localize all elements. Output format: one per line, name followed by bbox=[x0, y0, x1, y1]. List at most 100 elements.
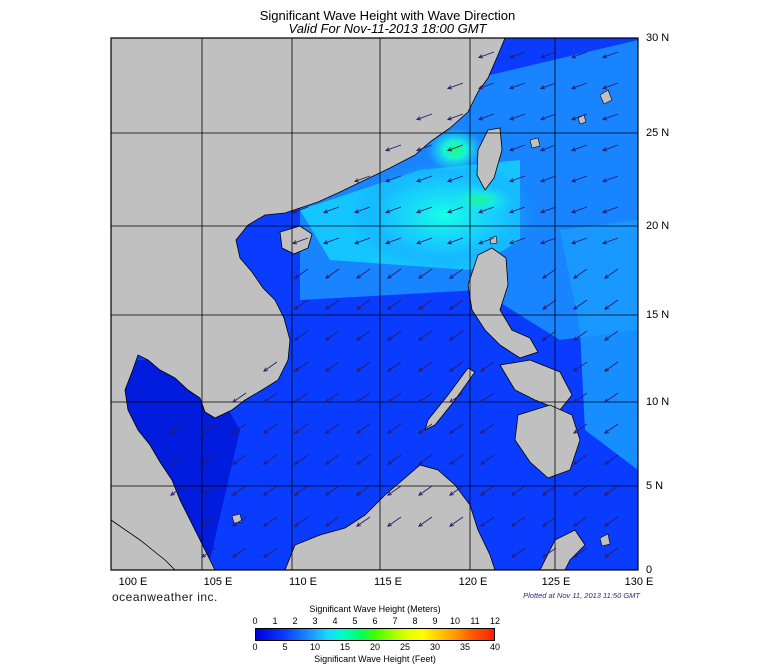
wave-arrow bbox=[263, 392, 278, 403]
wave-arrow-head bbox=[539, 178, 545, 183]
wave-arrow-head bbox=[573, 367, 578, 372]
wave-arrow bbox=[385, 237, 402, 244]
wave-arrow-head bbox=[604, 305, 609, 310]
wave-arrow bbox=[263, 516, 278, 527]
wave-arrow-head bbox=[573, 491, 578, 496]
colorbar-tick: 4 bbox=[332, 616, 338, 626]
lon-label-110e: 110 E bbox=[289, 576, 317, 588]
land-mainland-asia bbox=[111, 38, 506, 570]
wave-arrow bbox=[449, 330, 464, 341]
wave-arrow-head bbox=[604, 491, 609, 496]
wave-arrow-head bbox=[356, 398, 361, 403]
wave-arrow bbox=[292, 206, 309, 213]
wave-arrow bbox=[201, 547, 216, 558]
wave-arrow-head bbox=[477, 240, 483, 245]
colorbar-tick: 20 bbox=[369, 642, 380, 652]
wave-arrow bbox=[232, 485, 247, 496]
wave-arrow-head bbox=[356, 429, 361, 434]
colorbar-tick: 0 bbox=[252, 616, 258, 626]
wave-arrow bbox=[356, 423, 371, 434]
wave-arrow-head bbox=[170, 429, 175, 434]
wave-arrow-head bbox=[415, 178, 421, 183]
wave-arrow-head bbox=[601, 209, 607, 214]
land-palawan bbox=[424, 367, 476, 431]
map-subtitle: Valid For Nov-11-2013 18:00 GMT bbox=[288, 21, 487, 36]
wave-arrow bbox=[449, 516, 464, 527]
wave-arrow-head bbox=[294, 305, 299, 310]
colorbar-tick: 6 bbox=[372, 616, 378, 626]
colorbar-tick: 7 bbox=[392, 616, 398, 626]
wave-arrow bbox=[478, 206, 495, 213]
wave-arrow bbox=[480, 485, 495, 496]
wave-arrow-head bbox=[232, 429, 237, 434]
wave-arrow bbox=[418, 330, 433, 341]
wave-arrow-head bbox=[539, 54, 545, 59]
wave-arrow bbox=[604, 547, 619, 558]
wave-arrow bbox=[571, 144, 588, 151]
wave-arrow-head bbox=[322, 240, 328, 245]
wave-arrow bbox=[480, 423, 495, 434]
wave-arrow-head bbox=[604, 553, 609, 558]
land-borneo bbox=[284, 464, 496, 570]
wave-direction-arrows bbox=[170, 51, 619, 558]
lon-label-125e: 125 E bbox=[541, 576, 571, 588]
wave-arrow bbox=[232, 392, 247, 403]
wave-arrow-head bbox=[387, 398, 392, 403]
wave-arrow bbox=[356, 485, 371, 496]
wave-arrow bbox=[418, 268, 433, 279]
wave-arrow-head bbox=[446, 147, 452, 152]
land-visayas bbox=[499, 359, 573, 411]
wave-arrow-head bbox=[294, 367, 299, 372]
wave-arrow-head bbox=[418, 460, 423, 465]
wave-arrow-head bbox=[294, 274, 299, 279]
colorbar-tick: 1 bbox=[272, 616, 278, 626]
lat-label-5n: 5 N bbox=[646, 480, 664, 492]
wave-arrow-head bbox=[322, 209, 328, 214]
wave-arrow bbox=[354, 206, 371, 213]
wave-arrow-head bbox=[573, 336, 578, 341]
wave-arrow bbox=[325, 268, 340, 279]
wave-arrow bbox=[385, 175, 402, 182]
wave-arrow-head bbox=[570, 209, 576, 214]
colorbar-tick: 5 bbox=[282, 642, 288, 652]
wave-arrow-head bbox=[325, 398, 330, 403]
wave-arrow bbox=[573, 392, 588, 403]
colorbar-tick: 9 bbox=[432, 616, 438, 626]
wave-arrow bbox=[571, 175, 588, 182]
wave-arrow-head bbox=[508, 54, 514, 59]
wave-arrow-head bbox=[325, 367, 330, 372]
wave-arrow bbox=[480, 454, 495, 465]
wave-arrow bbox=[232, 423, 247, 434]
wave-arrow bbox=[540, 237, 557, 244]
wave-arrow-head bbox=[356, 305, 361, 310]
wave-arrow bbox=[542, 547, 557, 558]
wave-arrow-head bbox=[291, 240, 297, 245]
lon-label-130e: 130 E bbox=[624, 576, 654, 588]
wave-arrow-head bbox=[508, 147, 514, 152]
wave-arrow-head bbox=[353, 178, 359, 183]
wave-arrow-head bbox=[263, 553, 268, 558]
wave-arrow bbox=[542, 516, 557, 527]
wave-arrow bbox=[604, 454, 619, 465]
wave-arrow bbox=[604, 299, 619, 310]
wave-arrow bbox=[356, 330, 371, 341]
land-islands-small bbox=[231, 235, 611, 547]
wave-arrow-head bbox=[418, 429, 423, 434]
wave-arrow bbox=[294, 330, 309, 341]
oceanweather-logo-text: oceanweather inc. bbox=[112, 590, 218, 604]
wave-arrow-head bbox=[446, 240, 452, 245]
wave-arrow bbox=[447, 82, 464, 89]
wave-arrow-head bbox=[446, 85, 452, 90]
wave-arrow bbox=[418, 454, 433, 465]
wave-arrow bbox=[604, 485, 619, 496]
wave-arrow-head bbox=[480, 398, 485, 403]
wave-arrow-head bbox=[477, 85, 483, 90]
wave-arrow bbox=[542, 330, 557, 341]
wave-arrow bbox=[478, 237, 495, 244]
wave-arrow-head bbox=[294, 398, 299, 403]
wave-arrow-head bbox=[263, 491, 268, 496]
wave-arrow bbox=[573, 423, 588, 434]
wave-arrow-head bbox=[418, 522, 423, 527]
wave-arrow bbox=[509, 206, 526, 213]
wave-arrow-head bbox=[387, 336, 392, 341]
